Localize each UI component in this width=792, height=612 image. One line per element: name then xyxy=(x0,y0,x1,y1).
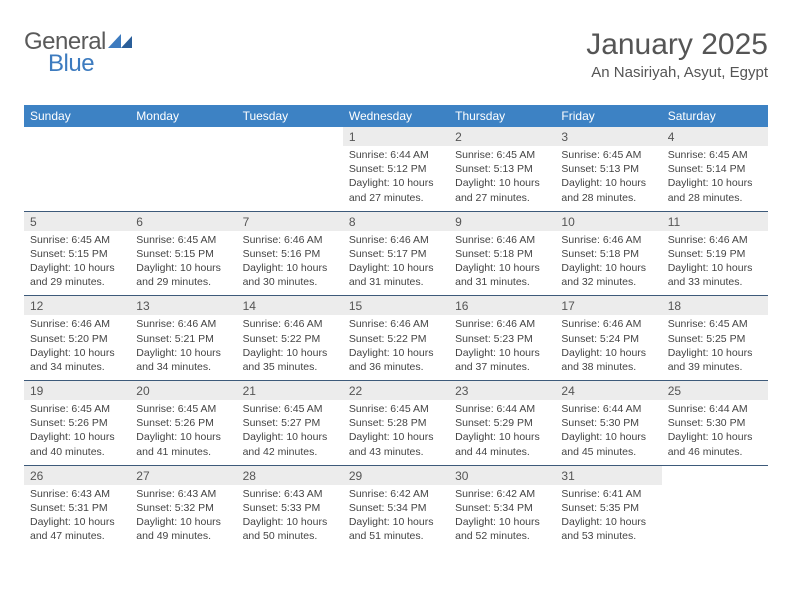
day-detail-cell: Sunrise: 6:45 AMSunset: 5:15 PMDaylight:… xyxy=(130,231,236,296)
day-number-row: 567891011 xyxy=(24,211,768,231)
day-number-cell: 15 xyxy=(343,296,449,316)
day-number-cell: 24 xyxy=(555,381,661,401)
brand-icon xyxy=(108,30,134,55)
day-number-cell: 20 xyxy=(130,381,236,401)
day-detail-cell: Sunrise: 6:46 AMSunset: 5:19 PMDaylight:… xyxy=(662,231,768,296)
day-detail-cell xyxy=(237,146,343,211)
day-number-row: 19202122232425 xyxy=(24,381,768,401)
month-title: January 2025 xyxy=(586,28,768,62)
day-detail-cell: Sunrise: 6:45 AMSunset: 5:15 PMDaylight:… xyxy=(24,231,130,296)
day-detail-cell: Sunrise: 6:41 AMSunset: 5:35 PMDaylight:… xyxy=(555,485,661,550)
day-detail-cell: Sunrise: 6:46 AMSunset: 5:24 PMDaylight:… xyxy=(555,315,661,380)
day-number-cell: 21 xyxy=(237,381,343,401)
day-number-cell xyxy=(237,127,343,146)
day-number-cell: 2 xyxy=(449,127,555,146)
day-number-cell: 8 xyxy=(343,211,449,231)
day-number-cell: 28 xyxy=(237,465,343,485)
day-detail-row: Sunrise: 6:44 AMSunset: 5:12 PMDaylight:… xyxy=(24,146,768,211)
day-number-cell: 17 xyxy=(555,296,661,316)
day-number-cell: 6 xyxy=(130,211,236,231)
day-number-cell: 7 xyxy=(237,211,343,231)
day-detail-cell: Sunrise: 6:45 AMSunset: 5:13 PMDaylight:… xyxy=(449,146,555,211)
weekday-header: Sunday xyxy=(24,105,130,127)
day-number-cell: 27 xyxy=(130,465,236,485)
day-number-row: 1234 xyxy=(24,127,768,146)
day-detail-cell: Sunrise: 6:43 AMSunset: 5:32 PMDaylight:… xyxy=(130,485,236,550)
header: General January 2025 An Nasiriyah, Asyut… xyxy=(24,28,768,81)
day-number-cell: 29 xyxy=(343,465,449,485)
day-detail-cell: Sunrise: 6:46 AMSunset: 5:18 PMDaylight:… xyxy=(555,231,661,296)
day-detail-cell: Sunrise: 6:44 AMSunset: 5:30 PMDaylight:… xyxy=(662,400,768,465)
day-number-cell: 25 xyxy=(662,381,768,401)
day-number-cell: 16 xyxy=(449,296,555,316)
day-number-cell: 11 xyxy=(662,211,768,231)
day-detail-cell: Sunrise: 6:46 AMSunset: 5:16 PMDaylight:… xyxy=(237,231,343,296)
weekday-header: Saturday xyxy=(662,105,768,127)
day-detail-row: Sunrise: 6:43 AMSunset: 5:31 PMDaylight:… xyxy=(24,485,768,550)
day-number-cell: 30 xyxy=(449,465,555,485)
day-detail-cell: Sunrise: 6:46 AMSunset: 5:20 PMDaylight:… xyxy=(24,315,130,380)
day-number-cell: 26 xyxy=(24,465,130,485)
day-detail-cell: Sunrise: 6:45 AMSunset: 5:26 PMDaylight:… xyxy=(24,400,130,465)
day-detail-cell: Sunrise: 6:45 AMSunset: 5:13 PMDaylight:… xyxy=(555,146,661,211)
day-detail-cell: Sunrise: 6:45 AMSunset: 5:14 PMDaylight:… xyxy=(662,146,768,211)
day-detail-cell: Sunrise: 6:45 AMSunset: 5:27 PMDaylight:… xyxy=(237,400,343,465)
day-number-cell: 23 xyxy=(449,381,555,401)
day-detail-cell: Sunrise: 6:44 AMSunset: 5:29 PMDaylight:… xyxy=(449,400,555,465)
day-detail-row: Sunrise: 6:45 AMSunset: 5:26 PMDaylight:… xyxy=(24,400,768,465)
title-area: January 2025 An Nasiriyah, Asyut, Egypt xyxy=(586,28,768,81)
day-number-cell: 3 xyxy=(555,127,661,146)
day-detail-cell: Sunrise: 6:46 AMSunset: 5:23 PMDaylight:… xyxy=(449,315,555,380)
day-detail-row: Sunrise: 6:46 AMSunset: 5:20 PMDaylight:… xyxy=(24,315,768,380)
day-detail-cell: Sunrise: 6:42 AMSunset: 5:34 PMDaylight:… xyxy=(343,485,449,550)
weekday-header-row: Sunday Monday Tuesday Wednesday Thursday… xyxy=(24,105,768,127)
day-detail-cell: Sunrise: 6:44 AMSunset: 5:30 PMDaylight:… xyxy=(555,400,661,465)
day-detail-cell: Sunrise: 6:46 AMSunset: 5:22 PMDaylight:… xyxy=(237,315,343,380)
day-number-cell xyxy=(24,127,130,146)
day-detail-cell: Sunrise: 6:44 AMSunset: 5:12 PMDaylight:… xyxy=(343,146,449,211)
weekday-header: Monday xyxy=(130,105,236,127)
day-number-row: 262728293031 xyxy=(24,465,768,485)
day-number-cell xyxy=(130,127,236,146)
day-number-cell: 9 xyxy=(449,211,555,231)
day-number-cell xyxy=(662,465,768,485)
day-number-cell: 18 xyxy=(662,296,768,316)
weekday-header: Thursday xyxy=(449,105,555,127)
weekday-header: Friday xyxy=(555,105,661,127)
day-number-cell: 1 xyxy=(343,127,449,146)
day-detail-cell: Sunrise: 6:46 AMSunset: 5:22 PMDaylight:… xyxy=(343,315,449,380)
day-detail-cell: Sunrise: 6:45 AMSunset: 5:26 PMDaylight:… xyxy=(130,400,236,465)
day-number-cell: 19 xyxy=(24,381,130,401)
day-detail-cell: Sunrise: 6:43 AMSunset: 5:31 PMDaylight:… xyxy=(24,485,130,550)
day-detail-cell: Sunrise: 6:46 AMSunset: 5:21 PMDaylight:… xyxy=(130,315,236,380)
day-number-cell: 10 xyxy=(555,211,661,231)
calendar-body: 1234Sunrise: 6:44 AMSunset: 5:12 PMDayli… xyxy=(24,127,768,549)
day-detail-cell: Sunrise: 6:42 AMSunset: 5:34 PMDaylight:… xyxy=(449,485,555,550)
day-number-cell: 14 xyxy=(237,296,343,316)
day-detail-cell: Sunrise: 6:43 AMSunset: 5:33 PMDaylight:… xyxy=(237,485,343,550)
day-detail-cell: Sunrise: 6:45 AMSunset: 5:28 PMDaylight:… xyxy=(343,400,449,465)
day-number-cell: 5 xyxy=(24,211,130,231)
day-number-cell: 13 xyxy=(130,296,236,316)
weekday-header: Wednesday xyxy=(343,105,449,127)
calendar-table: Sunday Monday Tuesday Wednesday Thursday… xyxy=(24,105,768,549)
location-label: An Nasiriyah, Asyut, Egypt xyxy=(586,64,768,81)
day-number-cell: 12 xyxy=(24,296,130,316)
weekday-header: Tuesday xyxy=(237,105,343,127)
day-number-cell: 22 xyxy=(343,381,449,401)
day-detail-cell xyxy=(662,485,768,550)
day-number-cell: 4 xyxy=(662,127,768,146)
day-detail-row: Sunrise: 6:45 AMSunset: 5:15 PMDaylight:… xyxy=(24,231,768,296)
brand-word2: Blue xyxy=(48,50,94,78)
day-detail-cell: Sunrise: 6:46 AMSunset: 5:18 PMDaylight:… xyxy=(449,231,555,296)
day-number-row: 12131415161718 xyxy=(24,296,768,316)
day-number-cell: 31 xyxy=(555,465,661,485)
day-detail-cell: Sunrise: 6:45 AMSunset: 5:25 PMDaylight:… xyxy=(662,315,768,380)
calendar-page: General January 2025 An Nasiriyah, Asyut… xyxy=(0,0,792,569)
day-detail-cell xyxy=(24,146,130,211)
day-detail-cell: Sunrise: 6:46 AMSunset: 5:17 PMDaylight:… xyxy=(343,231,449,296)
day-detail-cell xyxy=(130,146,236,211)
